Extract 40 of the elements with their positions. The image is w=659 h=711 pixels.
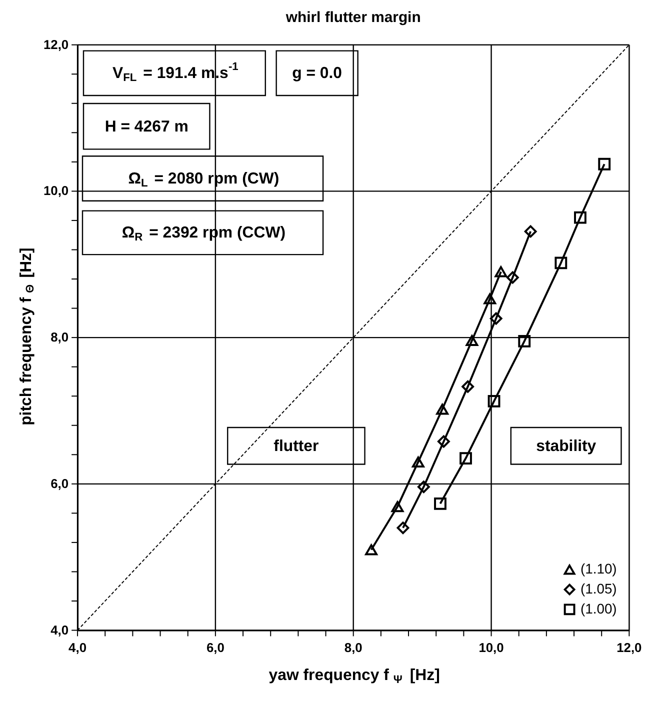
legend-label: (1.00) [580,600,617,616]
y-axis-title: pitch frequency fΘ [Hz] [18,248,37,426]
point [436,404,449,415]
annotation: flutter [274,438,319,455]
x-tick-label: 12,0 [616,640,642,656]
point [412,456,424,468]
point [524,225,537,238]
point [365,544,378,556]
point [574,211,586,224]
annotation: stability [536,438,596,455]
chart-title: whirl flutter margin [284,10,421,26]
point [462,380,474,393]
legend-label: (1.10) [580,560,617,577]
point [391,501,404,512]
point [598,158,611,170]
x-tick-label: 6,0 [206,640,224,656]
point [554,256,568,270]
legend-label: (1.05) [580,580,617,596]
point [488,395,500,408]
point [518,335,531,348]
y-tick-label: 4,0 [50,622,69,638]
point [490,312,502,325]
point [506,271,519,284]
point [494,266,508,278]
y-tick-label: 10,0 [43,183,69,198]
point [484,293,496,304]
annotation: H = 4267 m [104,118,188,136]
point [460,452,472,465]
x-tick-label: 10,0 [478,640,504,656]
y-tick-label: 6,0 [50,476,69,491]
y-tick-label: 12,0 [43,36,69,52]
x-tick-label: 8,0 [344,640,362,656]
point [437,435,450,448]
point [466,334,478,346]
y-tick-label: 8,0 [50,330,69,345]
point [417,480,430,494]
annotation: g = 0.0 [292,65,342,82]
point [396,522,410,534]
x-tick-label: 4,0 [68,640,87,656]
point [434,497,446,510]
